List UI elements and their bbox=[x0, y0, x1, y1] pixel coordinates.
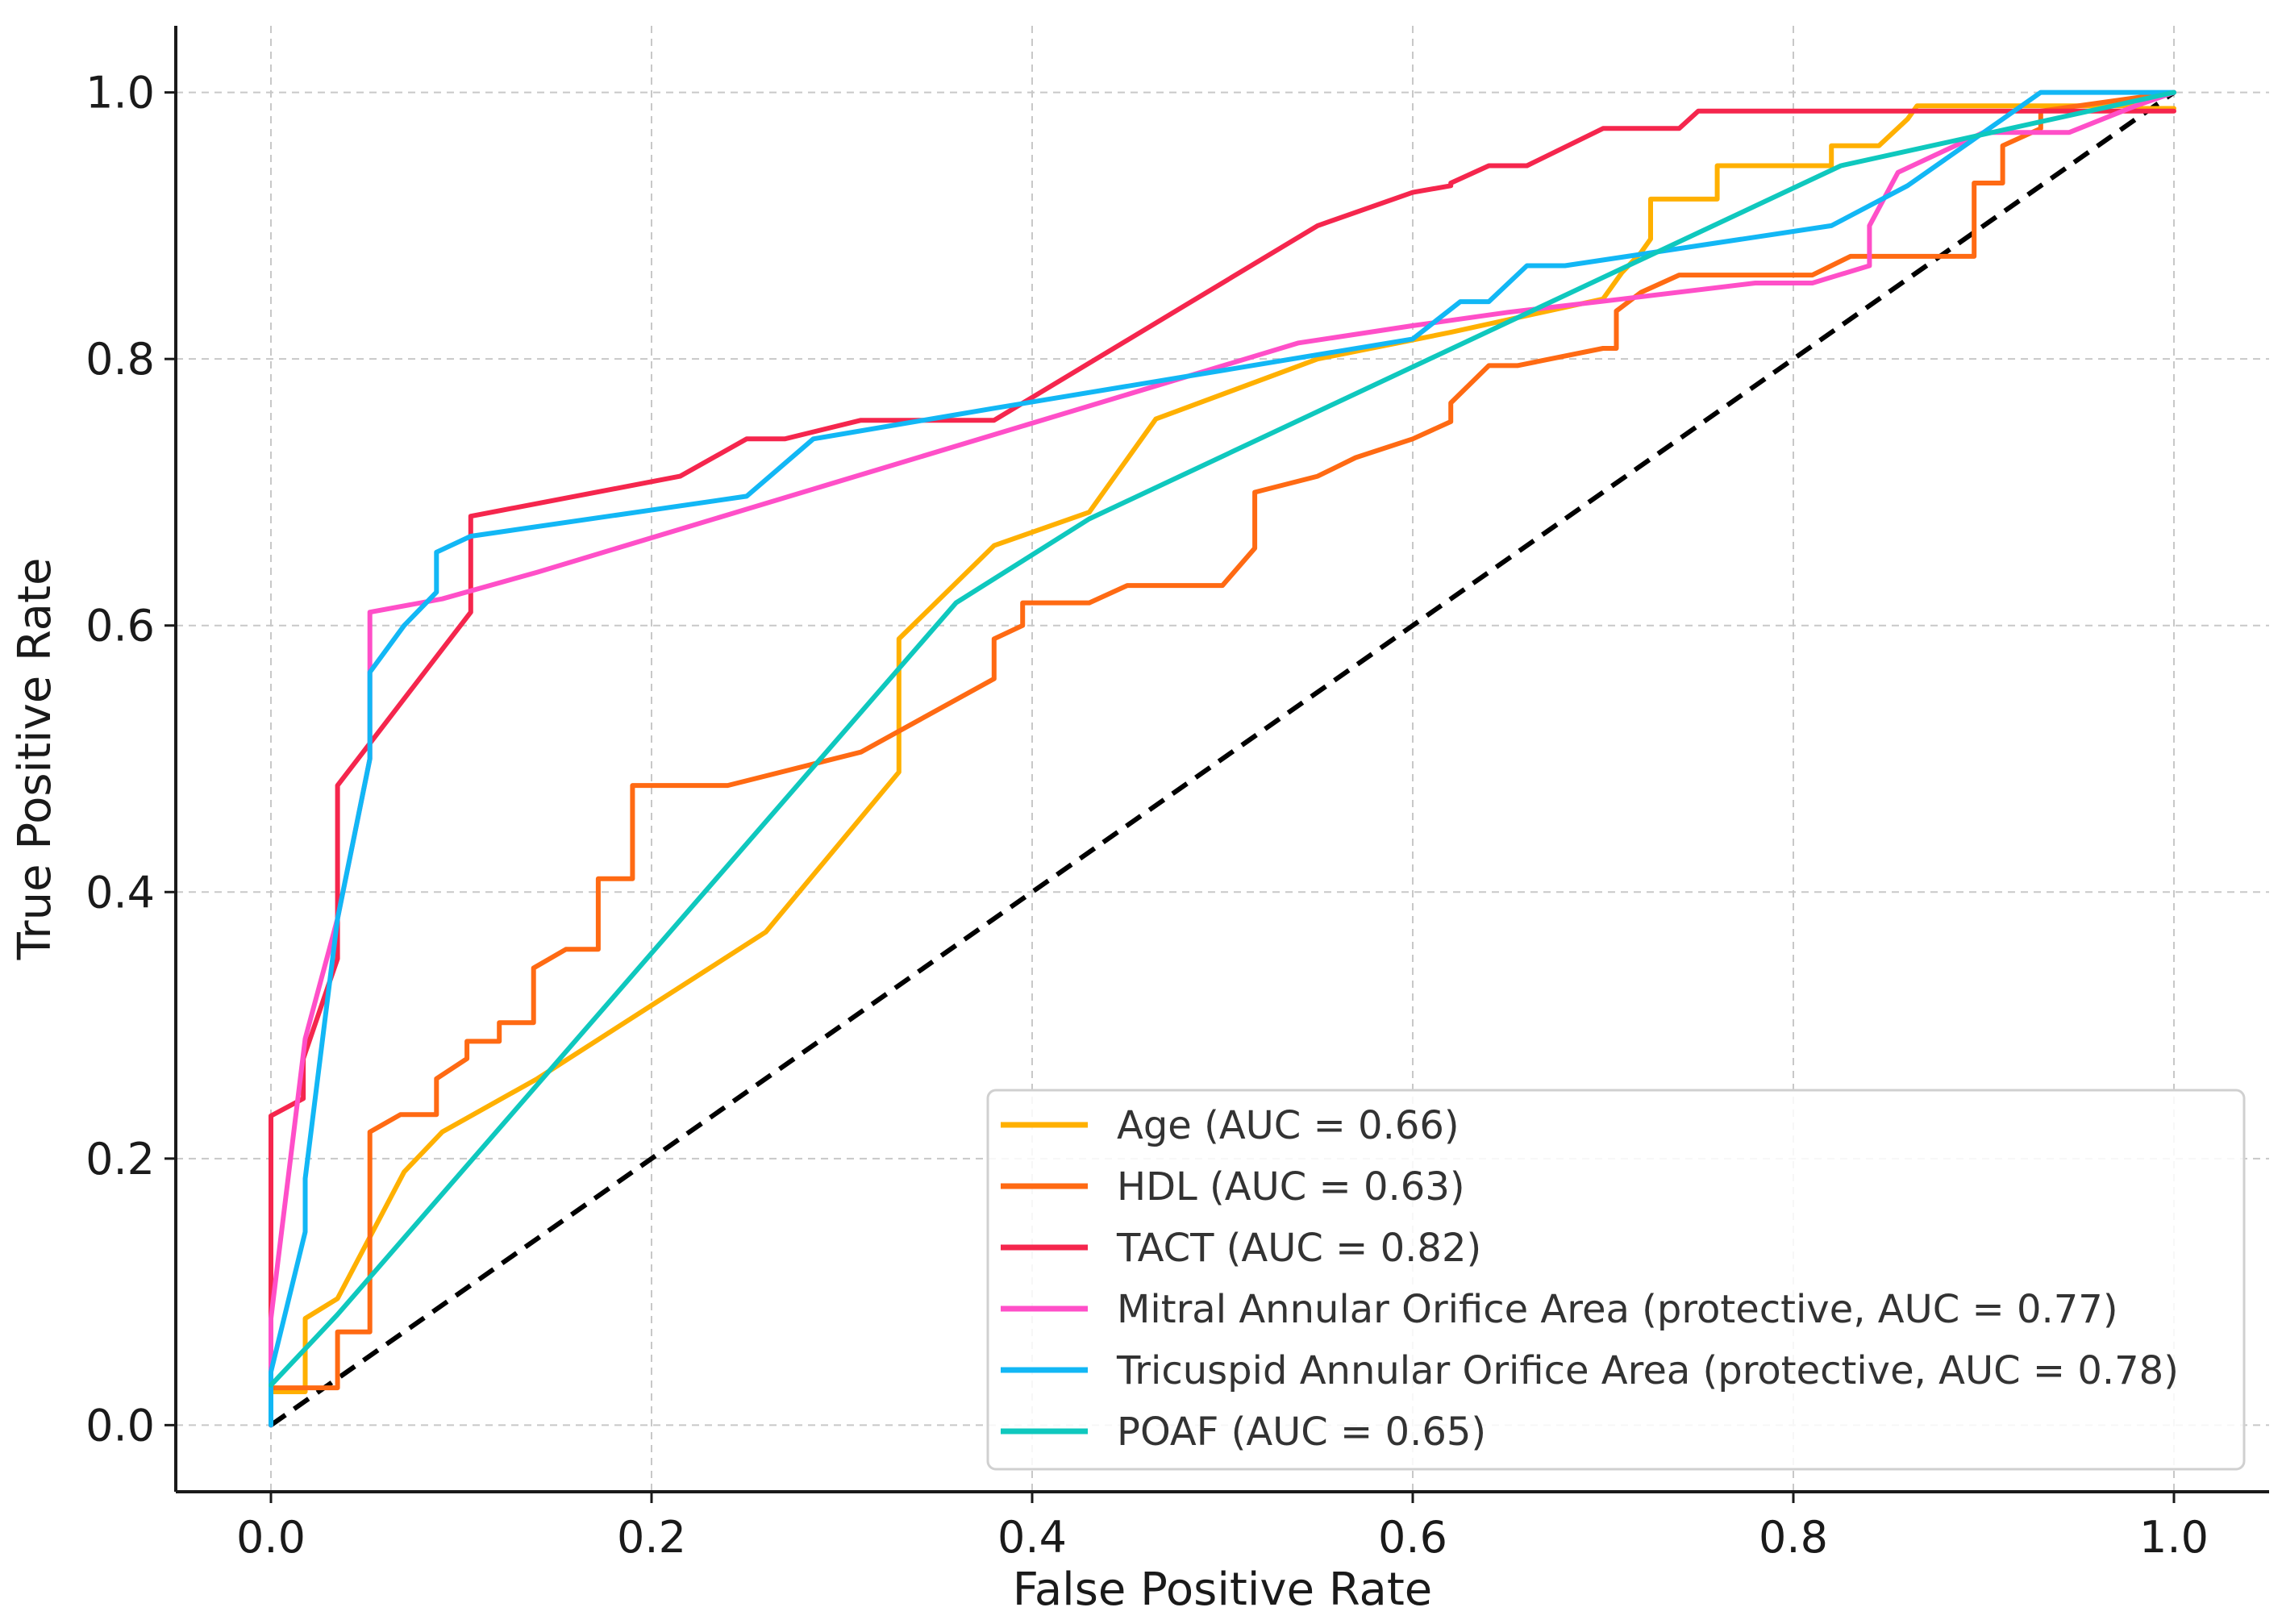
x-axis-title: False Positive Rate bbox=[1013, 1564, 1432, 1616]
x-tick-label: 0.4 bbox=[997, 1512, 1067, 1563]
y-tick-label: 0.8 bbox=[85, 334, 155, 385]
reference-diagonal bbox=[269, 90, 2176, 1427]
x-tick-label: 0.8 bbox=[1759, 1512, 1828, 1563]
y-tick-label: 1.0 bbox=[85, 68, 155, 119]
y-tick-label: 0.6 bbox=[85, 601, 155, 652]
tick-labels: 0.0 0.2 0.4 0.6 0.8 1.0 0.0 0.2 0.4 0.6 0.8 1.0 bbox=[85, 68, 2209, 1563]
x-tick-label: 0.2 bbox=[617, 1512, 686, 1563]
x-tick-label: 0.0 bbox=[236, 1512, 306, 1563]
legend-box bbox=[986, 1089, 2246, 1471]
series-line-5 bbox=[269, 90, 2176, 1388]
x-tick-label: 1.0 bbox=[2139, 1512, 2209, 1563]
y-axis-title: True Positive Rate bbox=[9, 558, 61, 961]
x-tick-label: 0.6 bbox=[1378, 1512, 1447, 1563]
legend-label-0: Age (AUC = 0.66) bbox=[1117, 1103, 1460, 1148]
y-tick-label: 0.2 bbox=[85, 1134, 155, 1185]
legend-label-5: POAF (AUC = 0.65) bbox=[1117, 1410, 1486, 1455]
legend-label-3: Mitral Annular Orifice Area (protective,… bbox=[1117, 1287, 2118, 1332]
legend: Age (AUC = 0.66) HDL (AUC = 0.63) TACT (AU… bbox=[986, 1089, 2246, 1471]
chance-diagonal-line bbox=[269, 90, 2176, 1427]
y-tick-label: 0.0 bbox=[85, 1400, 155, 1451]
legend-label-4: Tricuspid Annular Orifice Area (protecti… bbox=[1116, 1348, 2179, 1393]
legend-label-2: TACT (AUC = 0.82) bbox=[1116, 1226, 1481, 1271]
legend-label-1: HDL (AUC = 0.63) bbox=[1117, 1164, 1465, 1210]
y-tick-label: 0.4 bbox=[85, 867, 155, 918]
axes bbox=[164, 26, 2269, 1503]
series-lines bbox=[269, 90, 2176, 1428]
series-line-1 bbox=[269, 90, 2176, 1428]
